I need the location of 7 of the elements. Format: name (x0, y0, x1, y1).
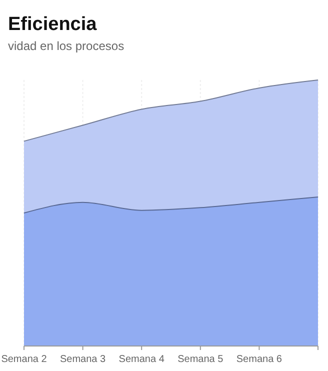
chart-subtitle: vidad en los procesos (8, 39, 124, 53)
chart-title: Eficiencia (8, 14, 98, 35)
x-tick-label: Semana 3 (60, 354, 106, 365)
x-tick-label: Semana 4 (118, 354, 165, 365)
x-tick-label: Semana 6 (236, 354, 282, 365)
x-tick-label: Semana 5 (178, 354, 224, 365)
x-tick-label: Semana 2 (1, 354, 48, 365)
